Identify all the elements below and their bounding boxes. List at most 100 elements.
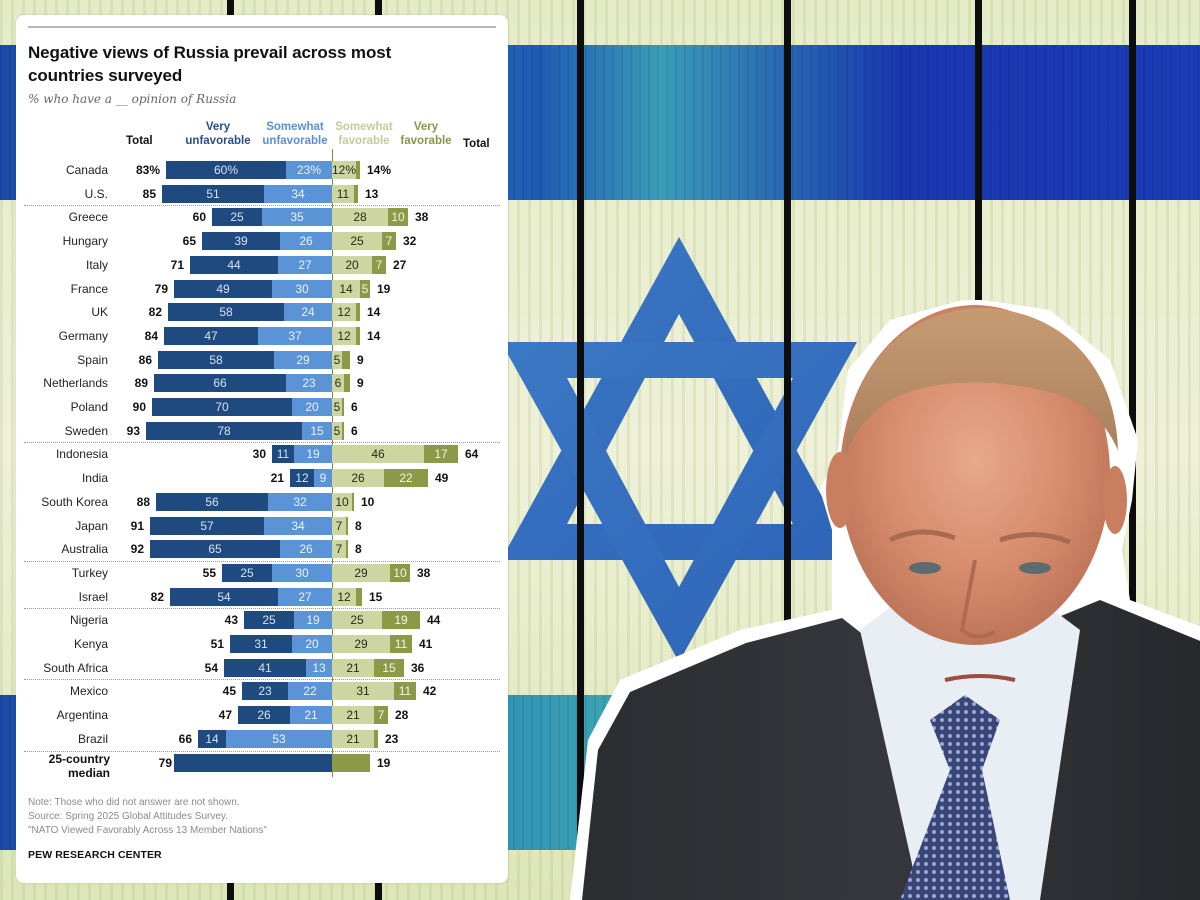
chart-row: India 21 12 9 26 22 49 — [16, 467, 508, 491]
chart-row: Japan 91 57 34 7 8 — [16, 515, 508, 539]
total-favorable: 27 — [393, 257, 407, 272]
somewhat-unfavorable-bar: 13 — [306, 658, 332, 677]
chart-row: Nigeria 43 25 19 25 19 44 — [16, 609, 508, 633]
somewhat-unfavorable-bar: 19 — [294, 611, 332, 630]
country-label: Nigeria — [69, 613, 108, 628]
somewhat-unfavorable-bar: 20 — [292, 398, 332, 416]
total-unfavorable: 54 — [204, 660, 218, 675]
total-unfavorable: 45 — [222, 684, 236, 699]
total-favorable: 36 — [411, 660, 425, 675]
total-favorable: 38 — [417, 565, 431, 580]
total-unfavorable: 84 — [144, 328, 158, 343]
total-unfavorable: 88 — [136, 494, 150, 509]
somewhat-favorable-bar: 21 — [332, 706, 374, 725]
total-unfavorable: 93 — [126, 423, 140, 438]
chart-row: South Africa 54 41 13 21 15 36 — [16, 657, 508, 681]
chart-card: Negative views of Russia prevail across … — [16, 15, 508, 883]
header-total-unfavorable: Total — [126, 135, 153, 147]
group-separator — [24, 750, 500, 752]
total-favorable: 6 — [351, 400, 358, 414]
chart-note: Note: Those who did not answer are not s… — [28, 796, 267, 838]
chart-row: Greece 60 25 35 28 10 38 — [16, 206, 508, 230]
very-unfavorable-bar: 14 — [198, 729, 226, 748]
very-unfavorable-bar: 58 — [168, 303, 284, 322]
somewhat-unfavorable-bar: 53 — [226, 729, 332, 748]
very-unfavorable-bar: 23 — [242, 682, 288, 701]
very-favorable-bar: 7 — [372, 255, 386, 274]
somewhat-unfavorable-bar: 37 — [258, 326, 332, 345]
country-label: France — [70, 281, 108, 296]
very-favorable-bar — [342, 350, 350, 369]
pew-research-center-logo: PEW RESEARCH CENTER — [28, 849, 162, 861]
very-unfavorable-bar: 54 — [170, 587, 278, 606]
very-unfavorable-bar: 78 — [146, 421, 302, 440]
note-line: Note: Those who did not answer are not s… — [28, 797, 240, 808]
chart-row: Turkey 55 25 30 29 10 38 — [16, 562, 508, 586]
legend-very-unfavorable: Very unfavorable — [185, 121, 251, 147]
total-unfavorable: 82 — [150, 589, 164, 604]
source-line: Source: Spring 2025 Global Attitudes Sur… — [28, 811, 228, 822]
person-photo-cutout — [570, 300, 1200, 900]
total-favorable: 42 — [423, 684, 437, 699]
total-unfavorable: 90 — [132, 400, 146, 414]
top-rule — [28, 26, 496, 28]
chart-row: Argentina 47 26 21 21 7 28 — [16, 704, 508, 728]
country-label: Kenya — [73, 637, 108, 651]
total-unfavorable: 55 — [202, 565, 216, 580]
very-favorable-bar: 22 — [384, 469, 428, 488]
very-unfavorable-bar: 25 — [244, 611, 294, 630]
very-favorable-bar: 10 — [390, 563, 410, 582]
somewhat-unfavorable-bar: 15 — [302, 421, 332, 440]
total-favorable: 14% — [367, 163, 392, 177]
somewhat-favorable-bar: 5 — [332, 350, 342, 369]
somewhat-unfavorable-bar: 20 — [292, 635, 332, 653]
chart-row: UK 82 58 24 12 14 — [16, 301, 508, 325]
somewhat-favorable-bar: 5 — [332, 421, 342, 440]
somewhat-favorable-bar: 7 — [332, 540, 346, 559]
somewhat-unfavorable-bar: 24 — [284, 303, 332, 322]
very-unfavorable-bar: 11 — [272, 445, 294, 464]
total-favorable: 15 — [369, 589, 383, 604]
report-title-line: "NATO Viewed Favorably Across 13 Member … — [28, 825, 267, 836]
total-unfavorable: 51 — [210, 637, 224, 651]
header-total-favorable: Total — [463, 138, 490, 150]
somewhat-unfavorable-bar: 35 — [262, 208, 332, 227]
very-unfavorable-bar: 51 — [162, 184, 264, 203]
very-unfavorable-bar: 25 — [222, 563, 272, 582]
total-unfavorable: 71 — [170, 257, 184, 272]
chart-row: Mexico 45 23 22 31 11 42 — [16, 680, 508, 704]
chart-row: U.S. 85 51 34 11 13 — [16, 183, 508, 207]
somewhat-favorable-bar: 29 — [332, 635, 390, 653]
total-favorable: 10 — [361, 494, 375, 509]
total-favorable: 44 — [427, 613, 441, 628]
chart-row: Israel 82 54 27 12 15 — [16, 586, 508, 610]
chart-row: Australia 92 65 26 7 8 — [16, 538, 508, 562]
somewhat-unfavorable-bar: 34 — [264, 516, 332, 535]
very-favorable-bar — [356, 303, 360, 322]
somewhat-favorable-bar: 28 — [332, 208, 388, 227]
very-favorable-bar — [374, 729, 378, 748]
total-favorable: 8 — [355, 542, 362, 557]
very-unfavorable-bar: 31 — [230, 635, 292, 653]
very-unfavorable-bar: 39 — [202, 232, 280, 251]
country-label: Japan — [75, 518, 108, 533]
country-label: Australia — [61, 542, 108, 557]
somewhat-favorable-bar: 31 — [332, 682, 394, 701]
very-favorable-bar: 7 — [374, 706, 388, 725]
total-favorable: 14 — [367, 328, 381, 343]
total-favorable: 64 — [465, 447, 479, 462]
country-label: South Africa — [43, 660, 108, 675]
somewhat-favorable-bar: 29 — [332, 563, 390, 582]
total-unfavorable: 21 — [270, 471, 284, 486]
somewhat-unfavorable-bar: 29 — [274, 350, 332, 369]
median-total-unfavorable: 79 — [158, 756, 172, 770]
total-favorable: 41 — [419, 637, 433, 651]
legend-somewhat-unfavorable: Somewhat unfavorable — [262, 121, 328, 147]
country-label: Sweden — [64, 423, 108, 438]
chart-row: Spain 86 58 29 5 9 — [16, 349, 508, 373]
total-favorable: 49 — [435, 471, 449, 486]
very-unfavorable-bar: 26 — [238, 706, 290, 725]
country-label: South Korea — [41, 494, 108, 509]
total-favorable: 8 — [355, 518, 362, 533]
total-unfavorable: 60 — [192, 210, 206, 225]
